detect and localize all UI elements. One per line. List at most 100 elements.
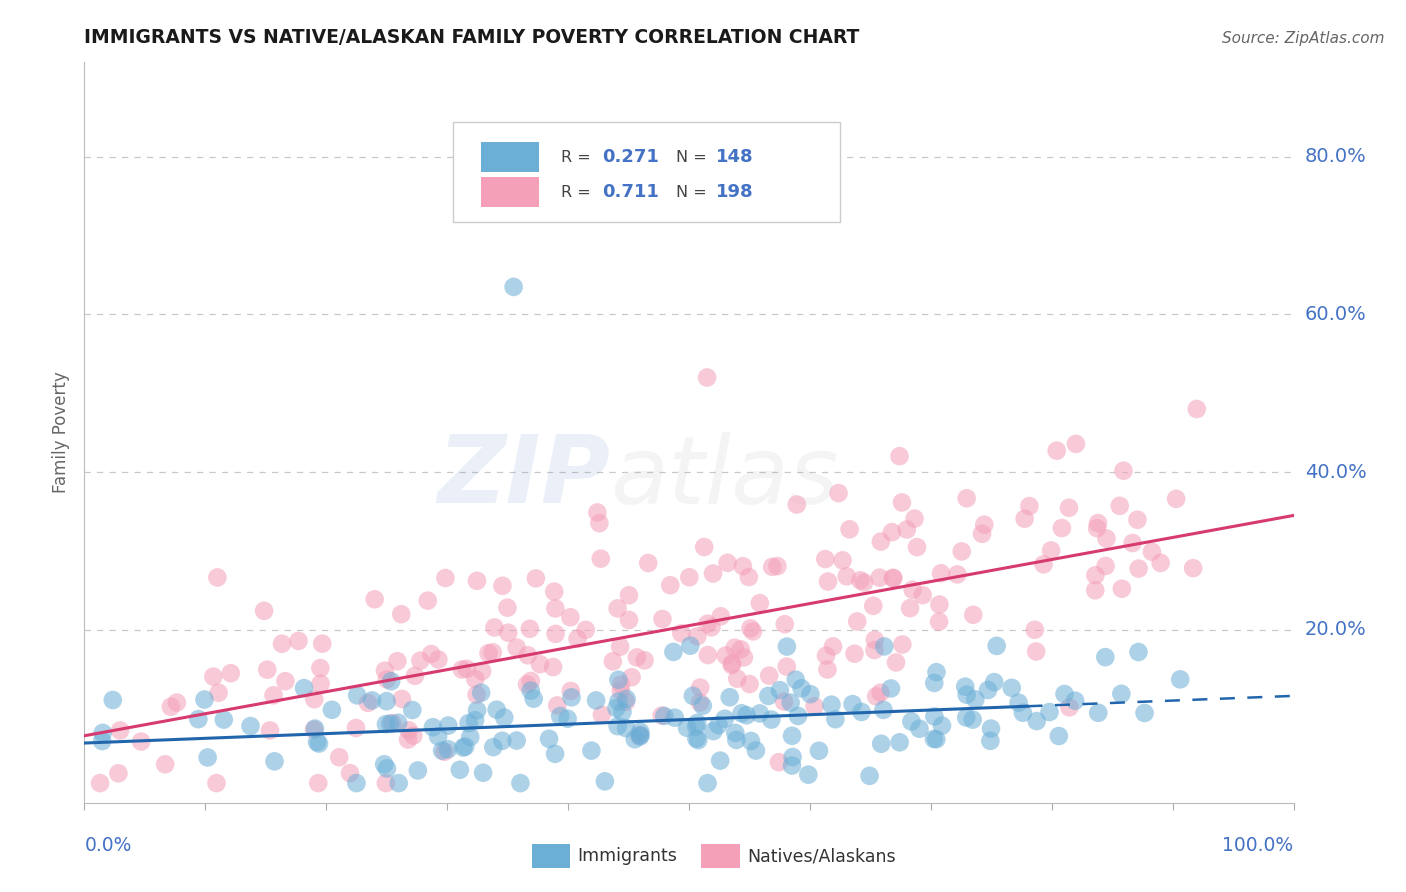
Natives/Alaskans [896,523,918,537]
Natives/Alaskans [882,571,904,585]
Natives/Alaskans [738,570,761,584]
Immigrants [714,712,737,726]
Natives/Alaskans [484,620,506,634]
Natives/Alaskans [465,574,488,588]
Immigrants [91,726,114,740]
Immigrants [212,713,235,727]
Natives/Alaskans [720,658,742,673]
Natives/Alaskans [853,575,876,590]
Text: IMMIGRANTS VS NATIVE/ALASKAN FAMILY POVERTY CORRELATION CHART: IMMIGRANTS VS NATIVE/ALASKAN FAMILY POVE… [84,28,859,47]
Natives/Alaskans [586,506,609,520]
Natives/Alaskans [471,664,494,678]
Immigrants [922,676,945,690]
Immigrants [654,709,676,723]
Immigrants [858,769,880,783]
Natives/Alaskans [396,732,419,747]
Text: R =: R = [561,150,596,165]
Natives/Alaskans [891,638,914,652]
Natives/Alaskans [1094,559,1116,574]
Immigrants [91,734,114,748]
Natives/Alaskans [357,696,380,710]
Immigrants [630,728,652,742]
Immigrants [406,764,429,778]
Immigrants [740,734,762,748]
Natives/Alaskans [496,600,519,615]
Text: Source: ZipAtlas.com: Source: ZipAtlas.com [1222,31,1385,46]
Immigrants [557,712,579,726]
Immigrants [977,683,1000,698]
Immigrants [787,709,810,723]
Immigrants [872,703,894,717]
Natives/Alaskans [617,613,640,627]
FancyBboxPatch shape [453,121,841,221]
Natives/Alaskans [202,670,225,684]
Natives/Alaskans [304,692,326,706]
Natives/Alaskans [567,632,589,646]
Natives/Alaskans [733,650,755,665]
Immigrants [1038,705,1060,719]
Natives/Alaskans [1014,512,1036,526]
Immigrants [505,733,527,747]
Immigrants [761,713,783,727]
Natives/Alaskans [776,659,799,673]
Immigrants [965,692,987,706]
Immigrants [769,683,792,698]
Text: R =: R = [561,185,596,200]
Natives/Alaskans [1095,532,1118,546]
Immigrants [702,724,724,739]
Natives/Alaskans [541,660,564,674]
Immigrants [1133,706,1156,720]
Natives/Alaskans [606,601,628,615]
Immigrants [346,689,368,703]
Immigrants [676,721,699,735]
Text: 0.0%: 0.0% [84,836,132,855]
Immigrants [1168,673,1191,687]
Immigrants [593,774,616,789]
Immigrants [900,714,922,729]
Text: 148: 148 [716,148,754,166]
Natives/Alaskans [307,776,329,790]
FancyBboxPatch shape [531,844,571,868]
Natives/Alaskans [433,745,456,759]
Natives/Alaskans [381,716,404,731]
Text: 80.0%: 80.0% [1305,147,1367,167]
Natives/Alaskans [451,662,474,676]
Natives/Alaskans [253,604,276,618]
Immigrants [628,724,651,739]
Natives/Alaskans [363,592,385,607]
Natives/Alaskans [903,511,925,525]
Natives/Alaskans [375,673,398,687]
Natives/Alaskans [962,607,984,622]
Natives/Alaskans [1084,568,1107,582]
Natives/Alaskans [817,663,839,677]
Natives/Alaskans [637,556,659,570]
Natives/Alaskans [420,647,443,661]
Immigrants [780,729,803,743]
Natives/Alaskans [950,544,973,558]
Natives/Alaskans [901,582,924,597]
Natives/Alaskans [846,615,869,629]
Immigrants [561,690,583,705]
Natives/Alaskans [702,566,724,581]
Natives/Alaskans [862,599,884,613]
Natives/Alaskans [524,571,547,585]
Natives/Alaskans [651,708,673,723]
Immigrants [388,776,411,790]
Immigrants [616,691,638,706]
Natives/Alaskans [560,610,582,624]
Immigrants [585,693,607,707]
Immigrants [465,703,488,717]
Natives/Alaskans [496,625,519,640]
Immigrants [688,733,710,747]
Natives/Alaskans [610,683,633,698]
Natives/Alaskans [1111,582,1133,596]
Immigrants [458,730,481,744]
Text: 20.0%: 20.0% [1305,620,1367,639]
Natives/Alaskans [710,609,733,624]
FancyBboxPatch shape [702,844,740,868]
Natives/Alaskans [803,699,825,714]
Immigrants [662,645,685,659]
Natives/Alaskans [865,690,887,704]
Natives/Alaskans [626,650,648,665]
Natives/Alaskans [766,559,789,574]
